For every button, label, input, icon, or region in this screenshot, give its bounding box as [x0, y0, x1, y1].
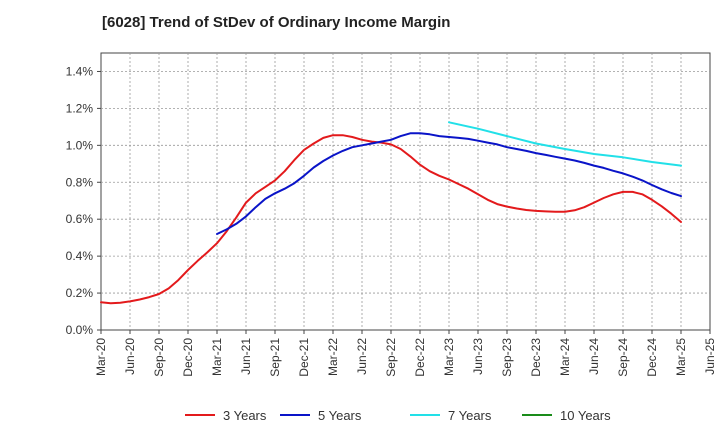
- x-tick-label: Jun-22: [355, 338, 369, 375]
- x-tick-label: Mar-22: [326, 338, 340, 376]
- plot-area: [100, 52, 711, 331]
- y-tick-label: 0.0%: [66, 323, 94, 337]
- x-tick-label: Sep-23: [500, 338, 514, 377]
- series-line-3-years: [100, 134, 682, 305]
- legend-label-7-years: 7 Years: [448, 408, 492, 423]
- x-tick-label: Jun-24: [587, 338, 601, 375]
- x-tick-label: Jun-20: [123, 338, 137, 375]
- x-tick-label: Dec-22: [413, 338, 427, 377]
- x-tick-label: Jun-25: [703, 338, 717, 375]
- y-tick-label: 0.6%: [66, 212, 94, 226]
- x-tick-label: Mar-20: [94, 338, 108, 376]
- x-tick-label: Mar-24: [558, 338, 572, 376]
- x-tick-label: Dec-23: [529, 338, 543, 377]
- axes: Mar-20 Jun-20 Sep-20 Dec-20 Mar-21 Jun-21 Sep-…: [66, 64, 717, 376]
- x-tick-label: Dec-20: [181, 338, 195, 377]
- grid: [100, 52, 711, 331]
- x-tick-label: Jun-21: [239, 338, 253, 375]
- y-tick-label: 1.4%: [66, 64, 94, 78]
- x-tick-label: Dec-21: [297, 338, 311, 377]
- y-tick-label: 0.2%: [66, 286, 94, 300]
- x-tick-label: Mar-21: [210, 338, 224, 376]
- series-line-5-years: [216, 132, 682, 235]
- x-tick-label: Mar-23: [442, 338, 456, 376]
- x-tick-label: Sep-22: [384, 338, 398, 377]
- y-tick-label: 0.4%: [66, 249, 94, 263]
- x-tick-label: Sep-21: [268, 338, 282, 377]
- legend-label-5-years: 5 Years: [318, 408, 362, 423]
- x-tick-label: Sep-24: [616, 338, 630, 377]
- y-tick-label: 1.2%: [66, 101, 94, 115]
- legend-label-3-years: 3 Years: [223, 408, 267, 423]
- series-line-7-years: [448, 121, 682, 167]
- x-tick-label: Sep-20: [152, 338, 166, 377]
- y-tick-label: 0.8%: [66, 175, 94, 189]
- legend-label-10-years: 10 Years: [560, 408, 611, 423]
- x-tick-label: Mar-25: [674, 338, 688, 376]
- legend: 3 Years 5 Years 7 Years 10 Years: [185, 408, 611, 423]
- x-tick-label: Dec-24: [645, 338, 659, 377]
- y-tick-label: 1.0%: [66, 138, 94, 152]
- x-tick-label: Jun-23: [471, 338, 485, 375]
- chart-title: [6028] Trend of StDev of Ordinary Income…: [102, 14, 451, 31]
- series-lines: [100, 121, 682, 305]
